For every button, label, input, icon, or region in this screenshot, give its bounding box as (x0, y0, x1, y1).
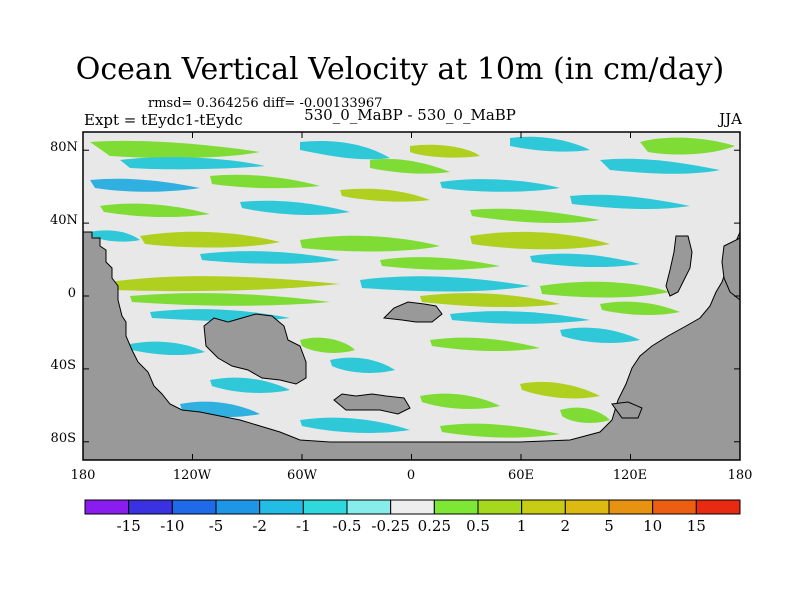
colorbar-swatch (259, 499, 304, 515)
experiment-label: Expt = tEydc1-tEydc (84, 111, 243, 129)
velocity-field (90, 136, 735, 438)
colorbar-label: -0.5 (332, 517, 362, 535)
positive-patch (130, 293, 330, 306)
positive-patch (420, 393, 500, 409)
negative-patch (600, 158, 720, 174)
positive-patch (440, 423, 560, 438)
colorbar-swatch (302, 499, 348, 515)
lat-label-40s: 40S (50, 358, 76, 373)
negative-patch (440, 179, 560, 192)
colorbar-label: -15 (116, 517, 141, 535)
positive-patch (470, 231, 610, 250)
colorbar-swatch (433, 499, 479, 515)
tick-marks (82, 132, 741, 460)
lat-label-80s: 80S (50, 431, 76, 446)
land-south-continent (203, 313, 307, 385)
lat-label-0: 0 (67, 286, 76, 301)
lon-label-60w: 60W (287, 468, 317, 483)
negative-patch (300, 417, 410, 433)
negative-patch (330, 357, 395, 373)
negative-patch (560, 327, 640, 343)
lon-label-120e: 120E (612, 468, 648, 483)
lon-label-0: 0 (406, 468, 416, 483)
lon-label-180e: 180 (727, 468, 753, 483)
positive-patch (560, 407, 610, 423)
lat-label-40n: 40N (50, 213, 78, 228)
colorbar-label: -2 (252, 517, 267, 535)
negative-patch (510, 136, 590, 152)
negative-patch (450, 311, 590, 324)
negative-patch (90, 230, 140, 242)
positive-patch (640, 137, 735, 155)
colorbar-swatch (695, 499, 741, 515)
period-label: 530_0_MaBP - 530_0_MaBP (304, 106, 516, 124)
colorbar-label: -10 (160, 517, 185, 535)
colorbar-label: 1 (516, 517, 527, 535)
colorbar-label: 2 (560, 517, 571, 535)
negative-patch (300, 140, 390, 160)
colorbar-swatch (564, 499, 610, 515)
land-equatorial-island (382, 301, 443, 323)
negative-patch (570, 194, 690, 210)
colorbar (84, 499, 741, 515)
positive-patch (430, 337, 540, 352)
colorbar-swatch (652, 499, 697, 515)
land-eastern-peninsula (665, 235, 693, 297)
colorbar-swatch (215, 499, 261, 515)
land-southern-island (333, 393, 411, 415)
land-masses (82, 231, 741, 461)
colorbar-swatch (346, 499, 392, 515)
positive-patch (420, 293, 560, 308)
land-southern-coast-edge (611, 401, 643, 419)
colorbar-label: -1 (296, 517, 311, 535)
colorbar-label: 5 (604, 517, 614, 535)
positive-patch (210, 174, 320, 189)
positive-patch (110, 276, 340, 292)
colorbar-label: 0.25 (417, 517, 452, 535)
positive-patch (90, 140, 260, 159)
positive-patch (300, 235, 440, 252)
negative-patch (120, 157, 265, 170)
colorbar-swatch (608, 499, 654, 515)
positive-patch (140, 231, 280, 248)
negative-patch (530, 253, 640, 268)
negative-patch (200, 251, 340, 264)
lat-label-80n: 80N (50, 140, 78, 155)
colorbar-label: 0.5 (466, 517, 490, 535)
lon-label-180w: 180 (70, 468, 96, 483)
negative-patch (90, 178, 200, 192)
positive-patch (100, 203, 210, 218)
colorbar-label: -5 (208, 517, 224, 535)
map-title: Ocean Vertical Velocity at 10m (in cm/da… (75, 52, 725, 87)
positive-patch (470, 208, 600, 223)
positive-patch (380, 257, 500, 270)
positive-patch (520, 381, 600, 399)
colorbar-swatch (477, 499, 523, 515)
positive-patch (600, 301, 680, 316)
stats-label: rmsd= 0.364256 diff= -0.00133967 (148, 96, 383, 111)
negative-patch (240, 200, 350, 215)
colorbar-swatch (390, 499, 435, 515)
lon-label-120w: 120W (172, 468, 212, 483)
lon-label-60e: 60E (507, 468, 535, 483)
colorbar-label: -0.25 (371, 517, 410, 535)
negative-patch (130, 341, 205, 356)
colorbar-swatch (84, 499, 130, 515)
colorbar-label: 15 (686, 517, 706, 535)
positive-patch (370, 158, 450, 174)
negative-patch (360, 276, 530, 292)
positive-patch (300, 337, 355, 353)
colorbar-swatch (128, 499, 173, 515)
positive-patch (410, 144, 480, 158)
land-america (82, 231, 741, 461)
colorbar-swatch (521, 499, 566, 515)
season-label: JJA (719, 110, 742, 128)
colorbar-swatch (171, 499, 217, 515)
positive-patch (540, 281, 670, 298)
negative-patch (210, 377, 290, 393)
positive-patch (340, 188, 430, 202)
colorbar-label: 10 (643, 517, 663, 535)
